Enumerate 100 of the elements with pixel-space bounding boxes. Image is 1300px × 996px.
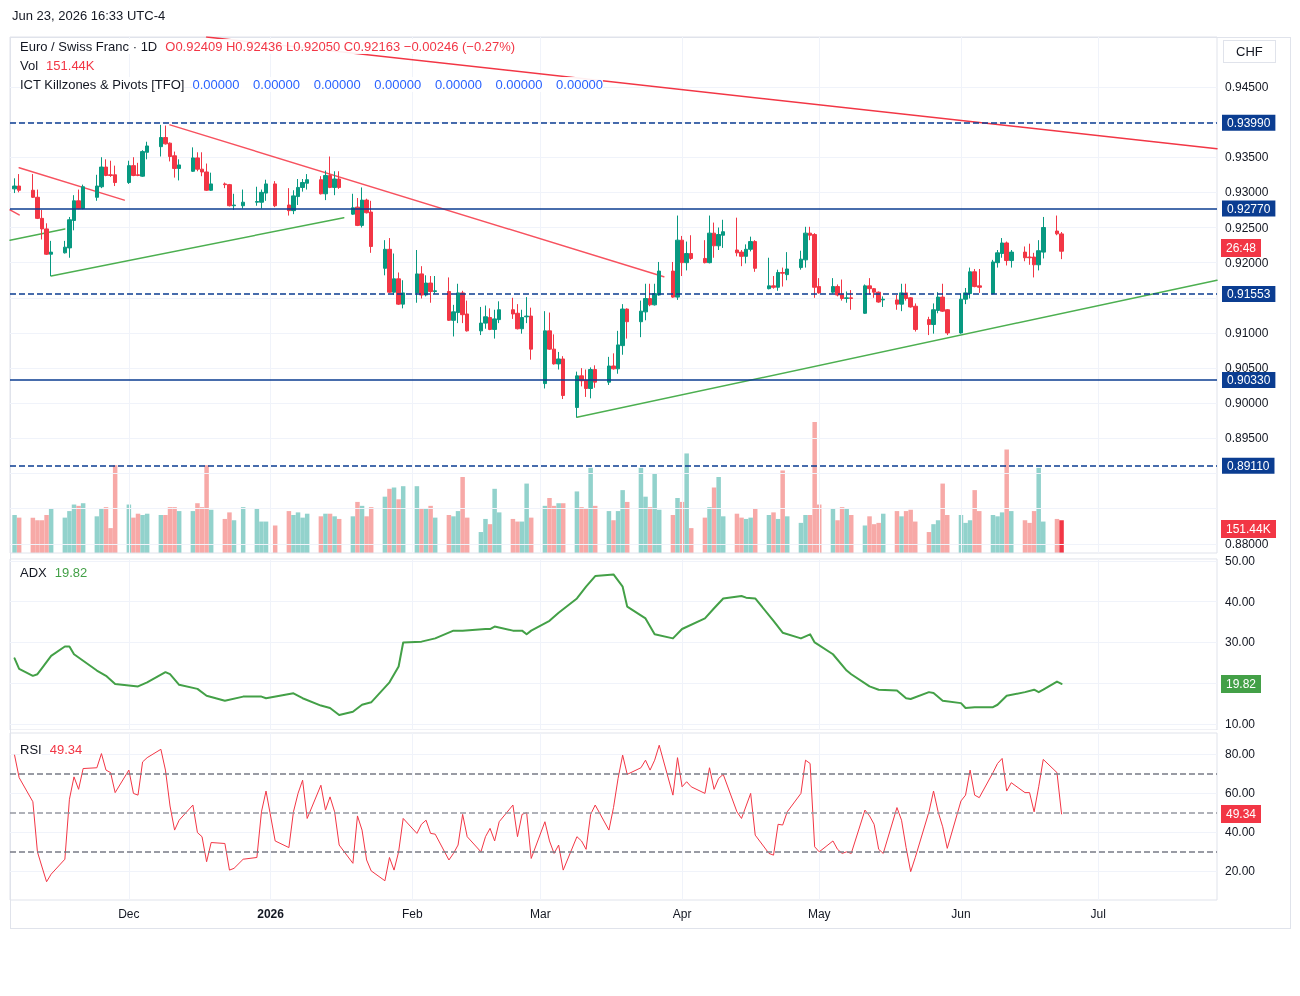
candlestick: [703, 239, 707, 264]
y-tick-label: 0.88000: [1225, 536, 1269, 551]
bar: [419, 508, 424, 553]
candlestick: [648, 283, 652, 307]
chart-subtitle: 151.44K: [46, 58, 95, 73]
bar: [780, 470, 785, 553]
candlestick: [785, 251, 789, 281]
bar: [716, 477, 721, 553]
text: 151.44K: [1221, 520, 1276, 539]
candlestick: [776, 269, 780, 292]
bar: [515, 521, 520, 553]
y-tick-label: 20.00: [1225, 863, 1256, 878]
candlestick: [17, 173, 21, 193]
candlestick: [680, 235, 684, 277]
y-tick-label: 0.93000: [1225, 185, 1269, 200]
x-tick-label: Mar: [530, 907, 551, 921]
ref-line-label: 0.89110: [1227, 458, 1270, 473]
bar: [739, 517, 744, 553]
candlestick: [12, 177, 17, 194]
candlestick: [767, 257, 771, 290]
candlestick: [611, 352, 616, 371]
text: 26:48: [1221, 239, 1262, 258]
candlestick: [1004, 241, 1009, 266]
candlestick: [712, 222, 716, 259]
candlestick: [588, 366, 593, 399]
ref-line-label: 0.90330: [1227, 373, 1271, 388]
bar: [707, 507, 712, 553]
text: 19.82: [1221, 674, 1262, 693]
candlestick: [392, 253, 396, 296]
bar: [652, 473, 657, 553]
candlestick: [556, 351, 561, 371]
bar: [524, 483, 529, 553]
bar: [876, 522, 881, 553]
bar: [844, 508, 849, 553]
x-tick-label: Jun: [951, 907, 971, 921]
y-tick-label: 0.89500: [1225, 431, 1269, 446]
candlestick: [1009, 249, 1014, 269]
bar: [291, 515, 296, 553]
candlestick: [159, 124, 163, 158]
candlestick: [332, 170, 337, 196]
candlestick: [355, 197, 360, 227]
candlestick: [428, 275, 433, 304]
bar: [483, 518, 488, 553]
candlestick: [927, 316, 931, 336]
y-axis-title: CHF: [1223, 40, 1276, 63]
bar: [323, 513, 328, 553]
ref-line-label: 0.91553: [1227, 287, 1271, 302]
bar: [748, 517, 753, 553]
bar: [684, 453, 689, 553]
candlestick: [419, 265, 424, 300]
y-tick-label: 60.00: [1225, 786, 1256, 801]
bar: [492, 488, 497, 553]
candlestick: [131, 156, 136, 177]
candlestick: [241, 189, 245, 210]
bar: [396, 499, 401, 553]
candlestick: [881, 295, 885, 308]
y-tick-label: 0.91000: [1225, 325, 1269, 340]
x-tick-label: May: [807, 907, 831, 921]
candlestick: [524, 296, 529, 324]
candlestick: [561, 355, 565, 400]
y-tick-label: 0.93500: [1225, 150, 1269, 165]
candlestick: [684, 241, 689, 271]
candlestick: [191, 146, 195, 173]
bar: [867, 516, 872, 553]
candlestick: [543, 310, 547, 389]
bar: [387, 488, 392, 553]
candlestick: [771, 275, 776, 290]
candlestick: [337, 170, 341, 190]
candlestick: [232, 193, 236, 211]
bar: [172, 507, 177, 553]
candlestick: [675, 215, 680, 301]
candlestick: [867, 277, 872, 295]
bar: [204, 465, 209, 553]
candlestick: [360, 186, 364, 229]
bar: [995, 516, 1000, 553]
bar: [771, 512, 776, 553]
x-tick-label: Apr: [672, 907, 692, 921]
bar: [460, 477, 465, 553]
y-tick-label: 0.90000: [1225, 396, 1269, 411]
bar: [899, 516, 904, 553]
x-tick-label: 2026: [257, 907, 285, 921]
candlestick: [831, 277, 835, 295]
x-tick-label: Feb: [401, 907, 423, 921]
x-tick-label: Jul: [1090, 907, 1106, 921]
chart-title: Vol: [20, 58, 39, 73]
text: Jun 23, 2026 16:33 UTC-4: [12, 8, 166, 24]
candlestick: [49, 240, 53, 277]
bar: [588, 467, 593, 553]
bar: [1004, 449, 1009, 553]
text: 19.82: [54, 565, 88, 580]
candlestick: [863, 283, 867, 315]
candlestick: [488, 307, 492, 331]
candlestick: [575, 371, 579, 418]
chart-title: Euro / Swiss Franc · 1D: [20, 39, 158, 54]
bar: [620, 490, 625, 553]
text: 49.34: [49, 742, 83, 757]
candlestick: [849, 289, 853, 311]
bar: [76, 505, 81, 553]
candlestick: [780, 267, 785, 288]
y-tick-label: 0.90500: [1225, 361, 1269, 376]
